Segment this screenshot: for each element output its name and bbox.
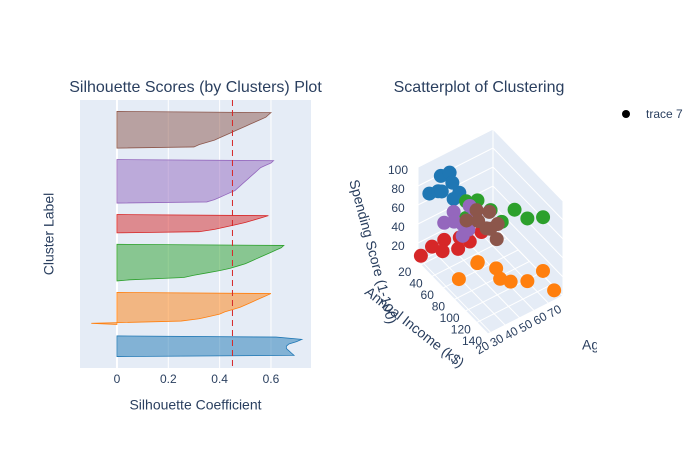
grid-line: [434, 252, 506, 326]
legend-marker: [622, 110, 630, 118]
point: [536, 210, 551, 225]
point: [469, 203, 484, 218]
silhouette-area: [116, 159, 275, 204]
grid-line: [487, 295, 564, 335]
point: [451, 272, 466, 287]
grid-line: [417, 130, 564, 202]
z-axis-title: Age: [582, 337, 607, 353]
point: [520, 274, 535, 289]
point: [435, 244, 450, 259]
point: [459, 213, 474, 228]
x-tick-label: 60: [421, 288, 435, 302]
x-tick-label: 80: [432, 300, 446, 314]
point: [493, 271, 508, 286]
y-tick-label: 100: [388, 163, 408, 177]
point: [413, 248, 428, 263]
z-tick-label: 30: [488, 331, 507, 350]
chart-title: Silhouette Scores (by Clusters) Plot: [69, 79, 322, 96]
point: [520, 211, 535, 226]
point: [507, 202, 522, 217]
x-tick-label: 0.4: [211, 372, 228, 386]
scene: 2040608010020406080100120140203040506070…: [346, 130, 607, 370]
point: [482, 204, 497, 219]
point: [470, 256, 485, 271]
z-tick-label: 70: [545, 302, 564, 321]
x-tick-label: 0: [114, 372, 121, 386]
x-tick-label: 100: [440, 311, 460, 325]
x-axis-title: Silhouette Coefficient: [129, 397, 261, 413]
z-tick-label: 40: [502, 324, 521, 343]
y-tick-label: 80: [391, 182, 405, 196]
grid-line: [449, 245, 521, 319]
silhouette-area: [116, 243, 285, 282]
chart-title: Scatterplot of Clustering: [394, 79, 565, 96]
z-tick-label: 60: [531, 309, 550, 328]
point: [471, 213, 486, 228]
x-tick-label: 140: [462, 334, 482, 348]
silhouette-area: [91, 292, 272, 325]
point: [445, 175, 460, 190]
legend-label: trace 7: [646, 107, 683, 121]
silhouette-area: [116, 214, 269, 234]
grid-line: [454, 260, 530, 300]
point: [447, 214, 462, 229]
point: [489, 232, 504, 247]
x-tick-label: 40: [409, 277, 423, 291]
point: [437, 232, 452, 247]
silhouette-area: [116, 335, 304, 357]
x-tick-label: 0.6: [263, 372, 280, 386]
z-tick-label: 50: [516, 316, 535, 335]
point: [434, 184, 449, 199]
point: [483, 221, 498, 236]
y-axis-title: Cluster Label: [41, 193, 57, 276]
point: [503, 274, 518, 289]
z-tick-label: 20: [473, 338, 492, 357]
grid-line: [478, 230, 549, 304]
point: [547, 283, 562, 298]
x-tick-label: 0.2: [160, 372, 177, 386]
y-tick-label: 40: [391, 220, 405, 234]
point: [425, 239, 440, 254]
grid-line: [476, 284, 553, 323]
y-tick-label: 60: [391, 201, 405, 215]
point: [535, 263, 550, 278]
x-tick-label: 20: [398, 265, 412, 279]
grid-line: [417, 185, 564, 259]
point: [451, 241, 466, 256]
y-tick-label: 20: [391, 239, 405, 253]
x-tick-label: 120: [451, 323, 471, 337]
grid-line: [420, 260, 492, 333]
